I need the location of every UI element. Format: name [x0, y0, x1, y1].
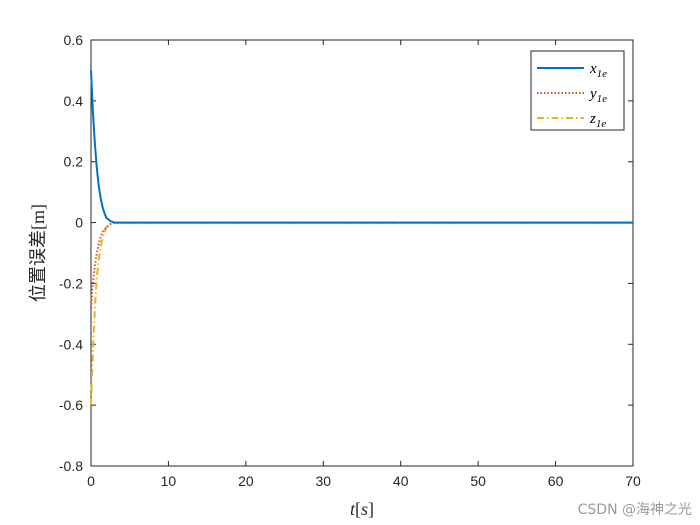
legend-label-y1e: y1e: [588, 86, 607, 105]
x-axis-label: t[s]: [350, 499, 374, 519]
x-tick-label: 0: [87, 473, 95, 489]
y-tick-label: 0.2: [64, 154, 84, 170]
y-tick-label: -0.4: [59, 336, 83, 352]
y-tick-label: 0.6: [64, 32, 84, 48]
y-axis-label: 位置误差[m]: [28, 204, 48, 302]
watermark-text: CSDN @海神之光: [578, 502, 692, 518]
legend-box: [530, 50, 625, 131]
x-tick-label: 30: [315, 473, 331, 489]
y-tick-label: 0: [75, 215, 83, 231]
axis-tick-labels: 0 10 20 30 40 50 60 70 0.6 0.4 0.2 0 -0.2 -0.4 -0.6 -0.…: [59, 32, 641, 489]
x-tick-label: 20: [238, 473, 254, 489]
y-tick-label: 0.4: [64, 93, 84, 109]
legend-label-z1e: z1e: [589, 111, 606, 130]
legend: x1e y1e z1e: [530, 50, 625, 131]
x-tick-label: 70: [625, 473, 641, 489]
x-tick-label: 10: [161, 473, 177, 489]
y-tick-label: -0.8: [59, 458, 83, 474]
x-tick-label: 60: [548, 473, 564, 489]
x-tick-label: 40: [393, 473, 409, 489]
y-tick-label: -0.6: [59, 397, 83, 413]
series-layer: [90, 70, 633, 406]
x-tick-label: 50: [470, 473, 486, 489]
y-tick-label: -0.2: [59, 275, 83, 291]
series-line-x1e: [90, 70, 633, 224]
legend-label-x1e: x1e: [589, 61, 607, 80]
axis-ticks: [90, 39, 634, 467]
